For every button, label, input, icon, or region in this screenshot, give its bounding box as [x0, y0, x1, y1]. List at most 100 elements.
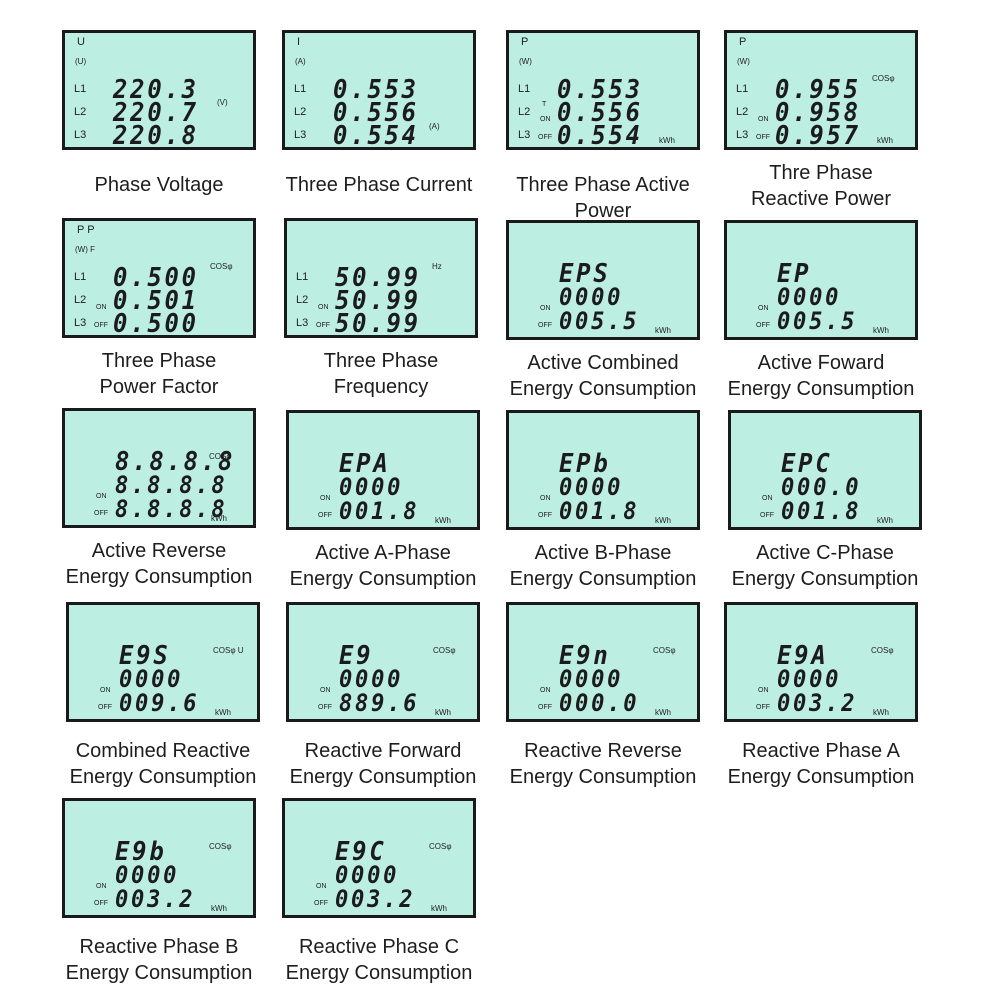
lcd-off-indicator: OFF	[316, 322, 330, 329]
lcd-reading: 220.7	[113, 98, 199, 128]
lcd-reading: 0000	[777, 665, 842, 693]
lcd-unit: (V)	[217, 98, 228, 107]
mode-caption: Active C-Phase Energy Consumption	[708, 540, 942, 592]
lcd-quantity-symbol: P P	[77, 224, 95, 236]
caption-line: Frequency	[333, 376, 429, 398]
lcd-reading: 0000	[339, 665, 404, 693]
lcd-screen: E9 0000 889.6 ON OFF COSφ kWh	[286, 602, 480, 722]
lcd-screen: E9C 0000 003.2 ON OFF COSφ kWh	[282, 798, 476, 918]
lcd-screen: E9S 0000 009.6 ON OFF COSφ U kWh	[66, 602, 260, 722]
lcd-reading: 001.8	[339, 497, 420, 525]
lcd-on-indicator: ON	[318, 304, 329, 311]
lcd-unit: (A)	[429, 122, 440, 131]
lcd-off-indicator: OFF	[756, 134, 770, 141]
lcd-unit: kWh	[873, 326, 889, 335]
lcd-reading: 0.553	[557, 75, 643, 105]
phase-label: L1	[74, 83, 87, 95]
mode-caption: Active B-Phase Energy Consumption	[486, 540, 720, 592]
lcd-quantity-unit: (U)	[75, 57, 87, 66]
lcd-cos-indicator: COSφ	[653, 646, 676, 655]
lcd-mode-code: EPA	[339, 449, 391, 479]
lcd-indicator: Hz	[432, 262, 442, 271]
lcd-unit: kWh	[431, 904, 447, 913]
caption-line: Three Phase Current	[285, 174, 473, 196]
caption-line: Reactive Forward	[304, 740, 462, 762]
caption-line: Active A-Phase	[315, 542, 451, 564]
phase-label: L1	[294, 83, 307, 95]
lcd-reading: 0000	[115, 861, 180, 889]
lcd-on-indicator: ON	[100, 687, 111, 694]
lcd-unit: kWh	[873, 708, 889, 717]
lcd-on-indicator: ON	[96, 304, 107, 311]
lcd-reading: 0000	[559, 283, 624, 311]
lcd-reading: 0000	[559, 473, 624, 501]
lcd-mode-code: EP	[777, 259, 812, 289]
caption-line: Energy Consumption	[731, 568, 919, 590]
lcd-cos-indicator: COSφ U	[213, 646, 244, 655]
lcd-reading: 009.6	[119, 689, 200, 717]
lcd-off-indicator: OFF	[318, 704, 332, 711]
caption-line: Three Phase	[101, 350, 217, 372]
mode-caption: Thre Phase Reactive Power	[704, 160, 938, 212]
lcd-off-indicator: OFF	[94, 322, 108, 329]
caption-line: Reactive Phase B	[79, 936, 239, 958]
lcd-reading: 0000	[339, 473, 404, 501]
lcd-quantity-unit: (A)	[295, 57, 306, 66]
lcd-reading: 0.958	[775, 98, 861, 128]
display-mode-tile: L1 50.99 L2 50.99 L3 50.99 ON OFF Hz Three Phase F…	[284, 218, 478, 418]
lcd-screen: P (W) L1 0.553 L2 0.556 L3 0.554 T ON OFF kWh	[506, 30, 700, 150]
lcd-quantity-symbol: P	[521, 36, 529, 48]
caption-line: Energy Consumption	[65, 962, 253, 984]
lcd-mode-code: E9b	[115, 837, 167, 867]
lcd-unit: kWh	[655, 516, 671, 525]
mode-caption: Reactive Phase A Energy Consumption	[704, 738, 938, 790]
lcd-on-indicator: ON	[758, 305, 769, 312]
lcd-cos-indicator: COSφ	[871, 646, 894, 655]
caption-line: Reactive Phase A	[742, 740, 900, 762]
display-mode-tile: EP 0000 005.5 ON OFF kWh Active Foward Energy C…	[724, 220, 918, 420]
lcd-t-indicator: T	[542, 101, 547, 108]
caption-line: Active Reverse	[91, 540, 227, 562]
lcd-quantity-unit: (W)	[737, 57, 750, 66]
display-mode-tile: E9b 0000 003.2 ON OFF COSφ kWh Reactive Phase B…	[62, 798, 256, 998]
lcd-screen: EPA 0000 001.8 ON OFF kWh	[286, 410, 480, 530]
lcd-reading: 0.955	[775, 75, 861, 105]
mode-caption: Active Reverse Energy Consumption	[42, 538, 276, 590]
lcd-screen: E9A 0000 003.2 ON OFF COSφ kWh	[724, 602, 918, 722]
lcd-quantity-symbol: P	[739, 36, 747, 48]
lcd-reading: 0.554	[333, 121, 419, 151]
lcd-off-indicator: OFF	[94, 510, 108, 517]
caption-line: Reactive Reverse	[524, 740, 682, 762]
display-mode-tile: U (U) L1 220.3 L2 220.7 L3 220.8 (V) Phase Voltag…	[62, 30, 256, 230]
lcd-reading: 0000	[119, 665, 184, 693]
lcd-reading: 005.5	[777, 307, 858, 335]
caption-line: Energy Consumption	[65, 566, 253, 588]
lcd-off-indicator: OFF	[98, 704, 112, 711]
mode-caption: Active Combined Energy Consumption	[486, 350, 720, 402]
caption-line: Energy Consumption	[509, 766, 697, 788]
mode-caption: Reactive Phase B Energy Consumption	[42, 934, 276, 986]
phase-label: L2	[294, 106, 307, 118]
lcd-mode-code: EPS	[559, 259, 611, 289]
lcd-reading: 000.0	[559, 689, 640, 717]
lcd-unit: kWh	[659, 136, 675, 145]
lcd-reading: 0000	[335, 861, 400, 889]
phase-label: L1	[296, 271, 309, 283]
caption-line: Phase Voltage	[94, 174, 224, 196]
mode-caption: Reactive Forward Energy Consumption	[266, 738, 500, 790]
phase-label: L2	[296, 294, 309, 306]
phase-label: L3	[736, 129, 749, 141]
mode-caption: Three Phase Current	[262, 172, 496, 198]
lcd-mode-code: E9S	[119, 641, 171, 671]
display-mode-tile: E9S 0000 009.6 ON OFF COSφ U kWh Combined React…	[66, 602, 260, 802]
lcd-unit: kWh	[435, 708, 451, 717]
display-mode-tile: EPA 0000 001.8 ON OFF kWh Active A-Phase Energy…	[286, 410, 480, 610]
display-mode-tile: P (W) L1 0.955 L2 0.958 L3 0.957 ON OFF COSφ kWh Thr…	[724, 30, 918, 230]
lcd-on-indicator: ON	[540, 305, 551, 312]
caption-line: Active C-Phase	[756, 542, 894, 564]
lcd-reading: 220.3	[113, 75, 199, 105]
lcd-screen: E9b 0000 003.2 ON OFF COSφ kWh	[62, 798, 256, 918]
lcd-reading: 000.0	[781, 473, 862, 501]
lcd-screen: EPS 0000 005.5 ON OFF kWh	[506, 220, 700, 340]
lcd-on-indicator: ON	[758, 116, 769, 123]
